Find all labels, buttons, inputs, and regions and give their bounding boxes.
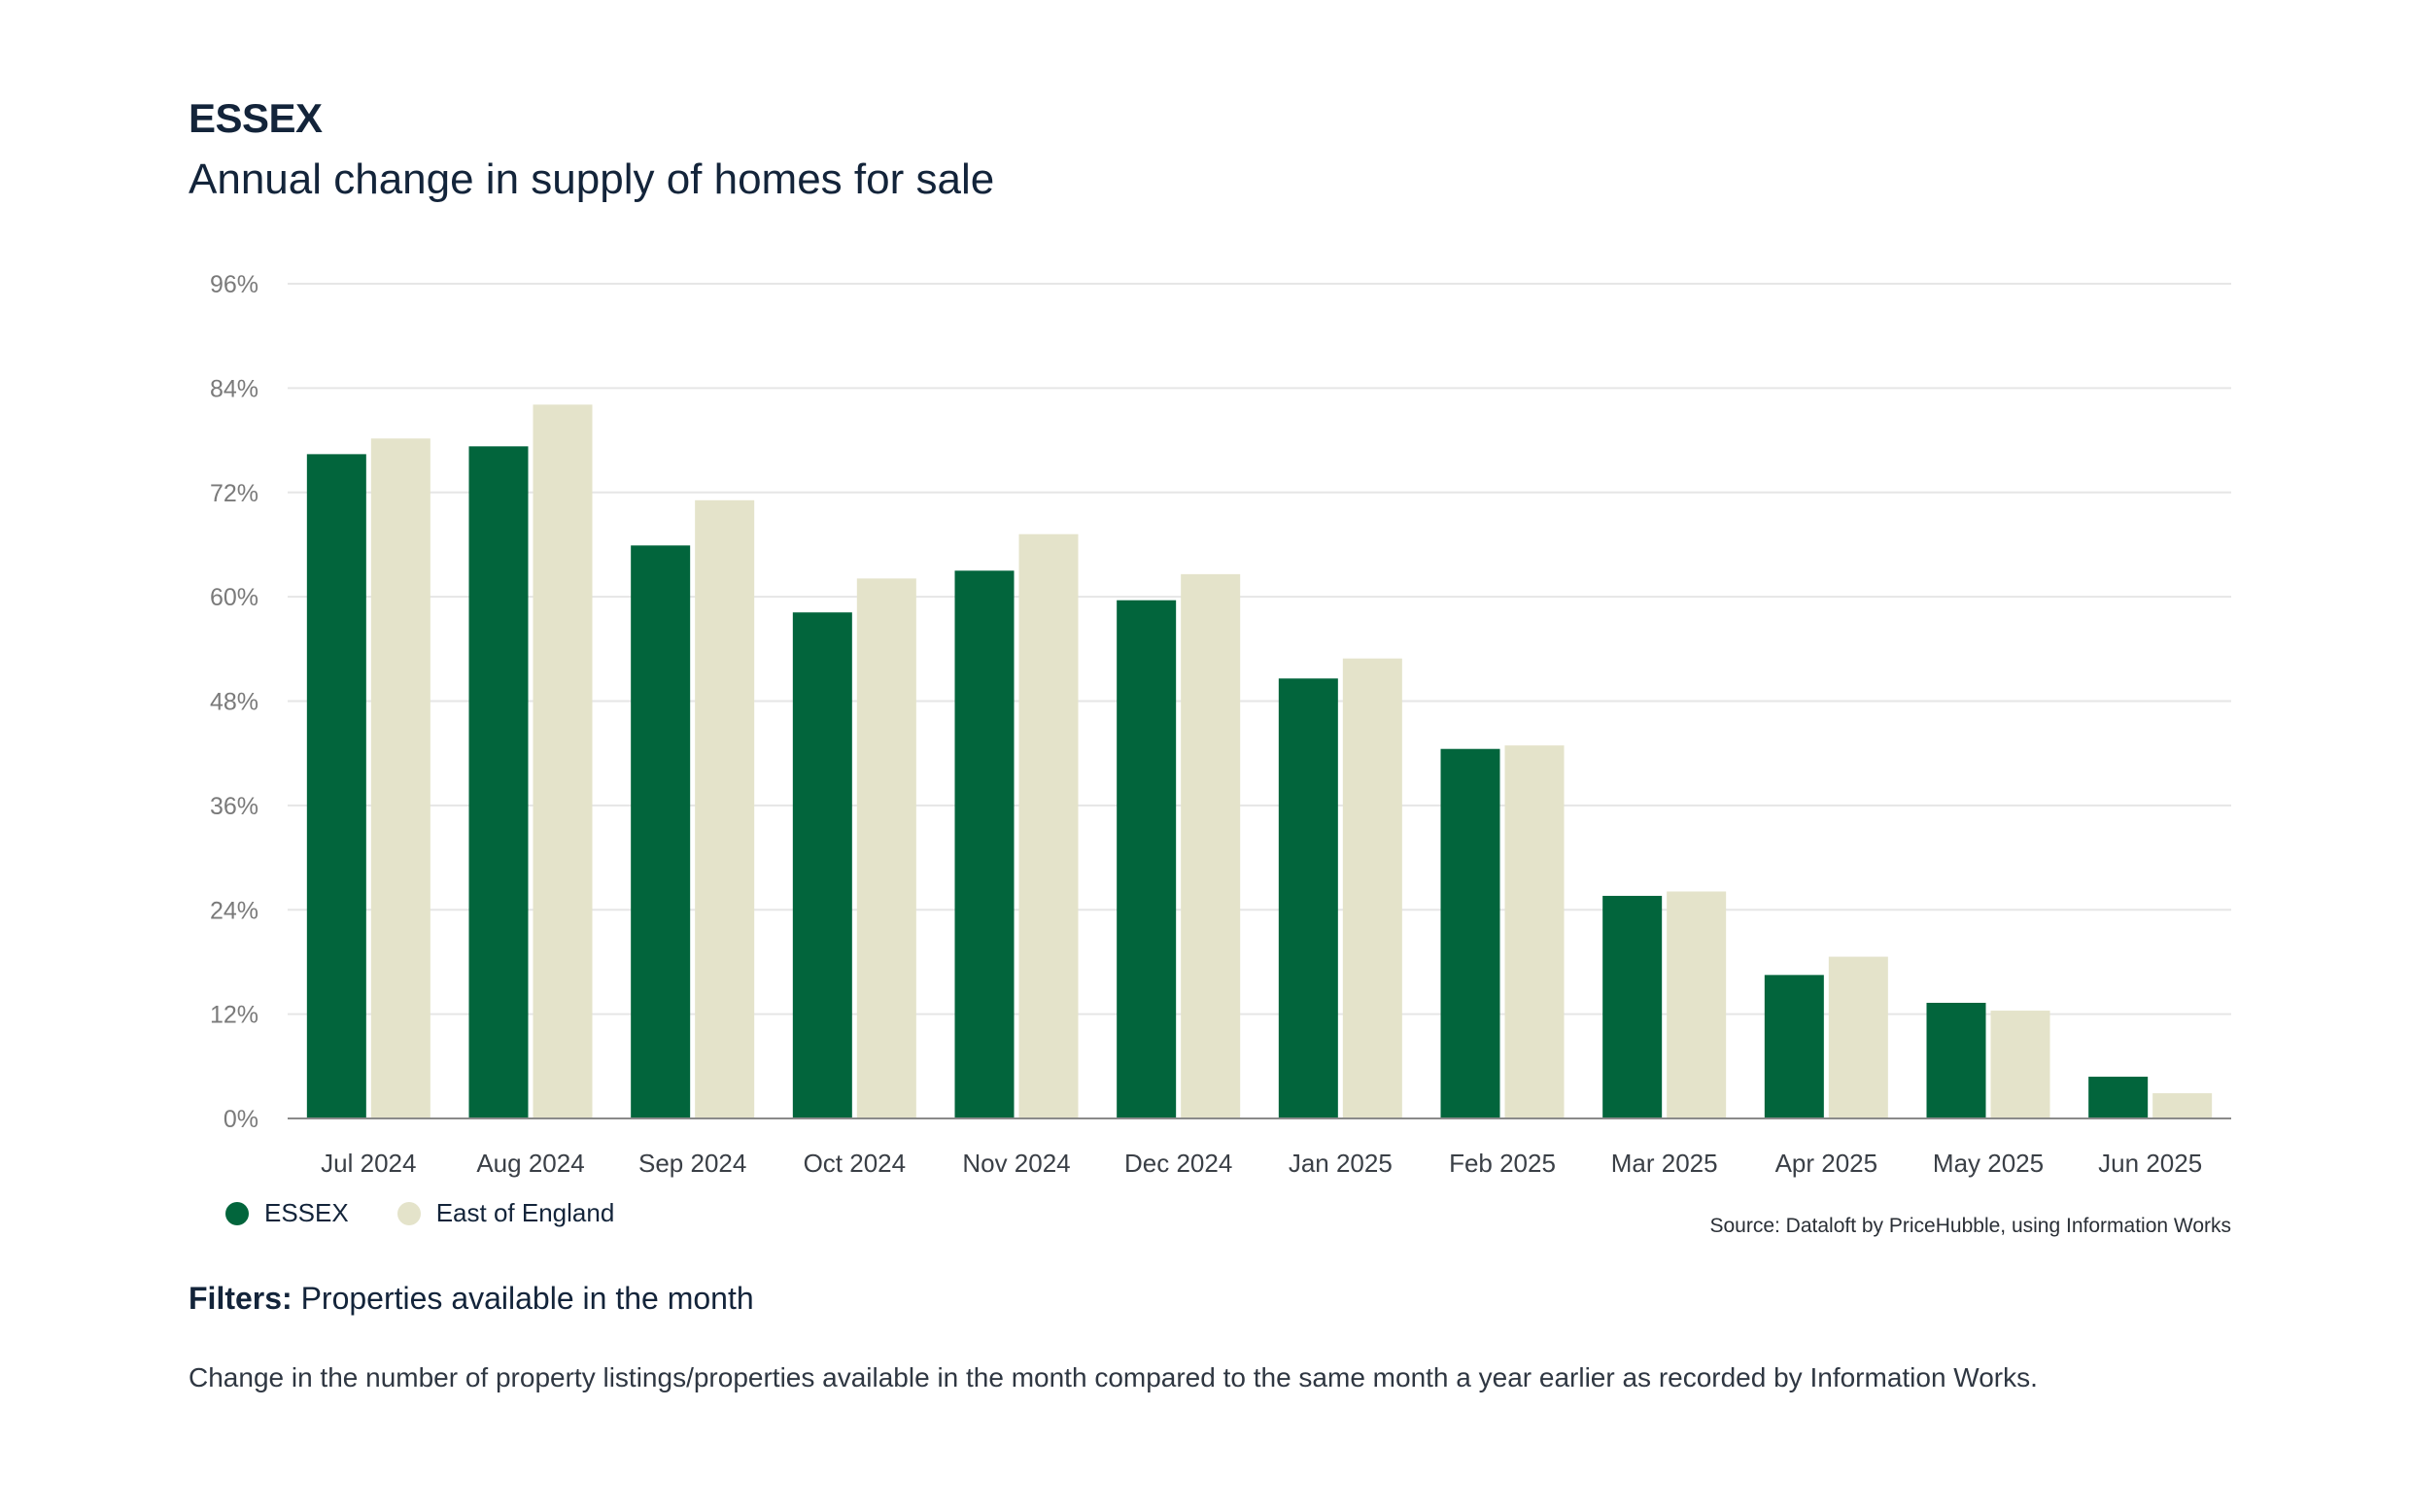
y-tick-label: 24%: [210, 897, 258, 924]
legend-item-essex: ESSEX: [225, 1198, 349, 1228]
filters-line: Filters: Properties available in the mon…: [189, 1281, 754, 1317]
x-tick-label: Feb 2025: [1449, 1149, 1556, 1178]
y-tick-label: 60%: [210, 584, 258, 611]
description-note: Change in the number of property listing…: [189, 1362, 2038, 1392]
bars: [306, 404, 2213, 1119]
chart-subtitle: Annual change in supply of homes for sal…: [189, 155, 995, 203]
chart-title: ESSEX: [189, 95, 323, 141]
bar-essex: [1602, 895, 1663, 1118]
y-tick-label: 36%: [210, 793, 258, 820]
bar-essex: [468, 446, 529, 1118]
y-tick-label: 84%: [210, 375, 258, 402]
bar-east-of-england: [533, 404, 593, 1118]
bar-east-of-england: [1342, 658, 1402, 1118]
x-tick-label: Sep 2024: [638, 1149, 746, 1178]
bar-east-of-england: [695, 499, 755, 1118]
bar-essex: [954, 570, 1015, 1118]
bar-east-of-england: [1667, 891, 1727, 1118]
bar-east-of-england: [1181, 573, 1241, 1118]
bar-chart: 0% 12% 24% 36% 48% 60% 72% 84% 96% Jul 2024 Aug 2…: [210, 271, 2231, 1178]
bar-essex: [1117, 600, 1177, 1118]
legend-label-east-of-england: East of England: [435, 1198, 615, 1227]
bar-essex: [1926, 1002, 1986, 1118]
bar-east-of-england: [856, 578, 916, 1118]
x-tick-label: Mar 2025: [1611, 1149, 1718, 1178]
y-axis-ticks: 0% 12% 24% 36% 48% 60% 72% 84% 96%: [210, 271, 258, 1133]
legend-swatch-essex: [225, 1201, 249, 1225]
y-tick-label: 12%: [210, 1002, 258, 1029]
x-tick-label: Jul 2024: [321, 1149, 416, 1178]
x-tick-label: Nov 2024: [962, 1149, 1070, 1178]
y-tick-label: 72%: [210, 480, 258, 507]
y-tick-label: 96%: [210, 271, 258, 298]
legend-swatch-east-of-england: [396, 1201, 421, 1225]
x-tick-label: Jan 2025: [1289, 1149, 1393, 1178]
bar-east-of-england: [2152, 1093, 2213, 1118]
x-tick-label: Oct 2024: [804, 1149, 907, 1178]
x-axis-ticks: Jul 2024 Aug 2024 Sep 2024 Oct 2024 Nov 2024…: [321, 1149, 2202, 1178]
bar-east-of-england: [1828, 956, 1888, 1118]
y-tick-label: 48%: [210, 689, 258, 716]
bar-essex: [2088, 1077, 2149, 1118]
bar-east-of-england: [1018, 533, 1079, 1118]
bar-east-of-england: [1504, 745, 1565, 1118]
source-note: Source: Dataloft by PriceHubble, using I…: [1709, 1215, 2231, 1237]
x-tick-label: Jun 2025: [2098, 1149, 2202, 1178]
bar-essex: [1764, 975, 1824, 1118]
legend-label-essex: ESSEX: [264, 1198, 349, 1227]
x-tick-label: Apr 2025: [1775, 1149, 1878, 1178]
x-tick-label: Aug 2024: [476, 1149, 584, 1178]
gridlines: [288, 283, 2231, 1015]
bar-essex: [1278, 678, 1338, 1118]
bar-essex: [631, 545, 691, 1118]
bar-east-of-england: [370, 438, 430, 1118]
legend-item-east-of-england: East of England: [396, 1198, 615, 1228]
legend: ESSEX East of England: [225, 1198, 663, 1228]
bar-east-of-england: [1990, 1011, 2050, 1118]
bar-essex: [1440, 748, 1500, 1118]
x-tick-label: May 2025: [1933, 1149, 2044, 1178]
y-tick-label: 0%: [224, 1106, 258, 1133]
filters-label: Filters:: [189, 1281, 293, 1316]
x-tick-label: Dec 2024: [1124, 1149, 1232, 1178]
filters-value: Properties available in the month: [300, 1281, 754, 1316]
bar-essex: [306, 454, 366, 1119]
bar-essex: [792, 612, 852, 1118]
